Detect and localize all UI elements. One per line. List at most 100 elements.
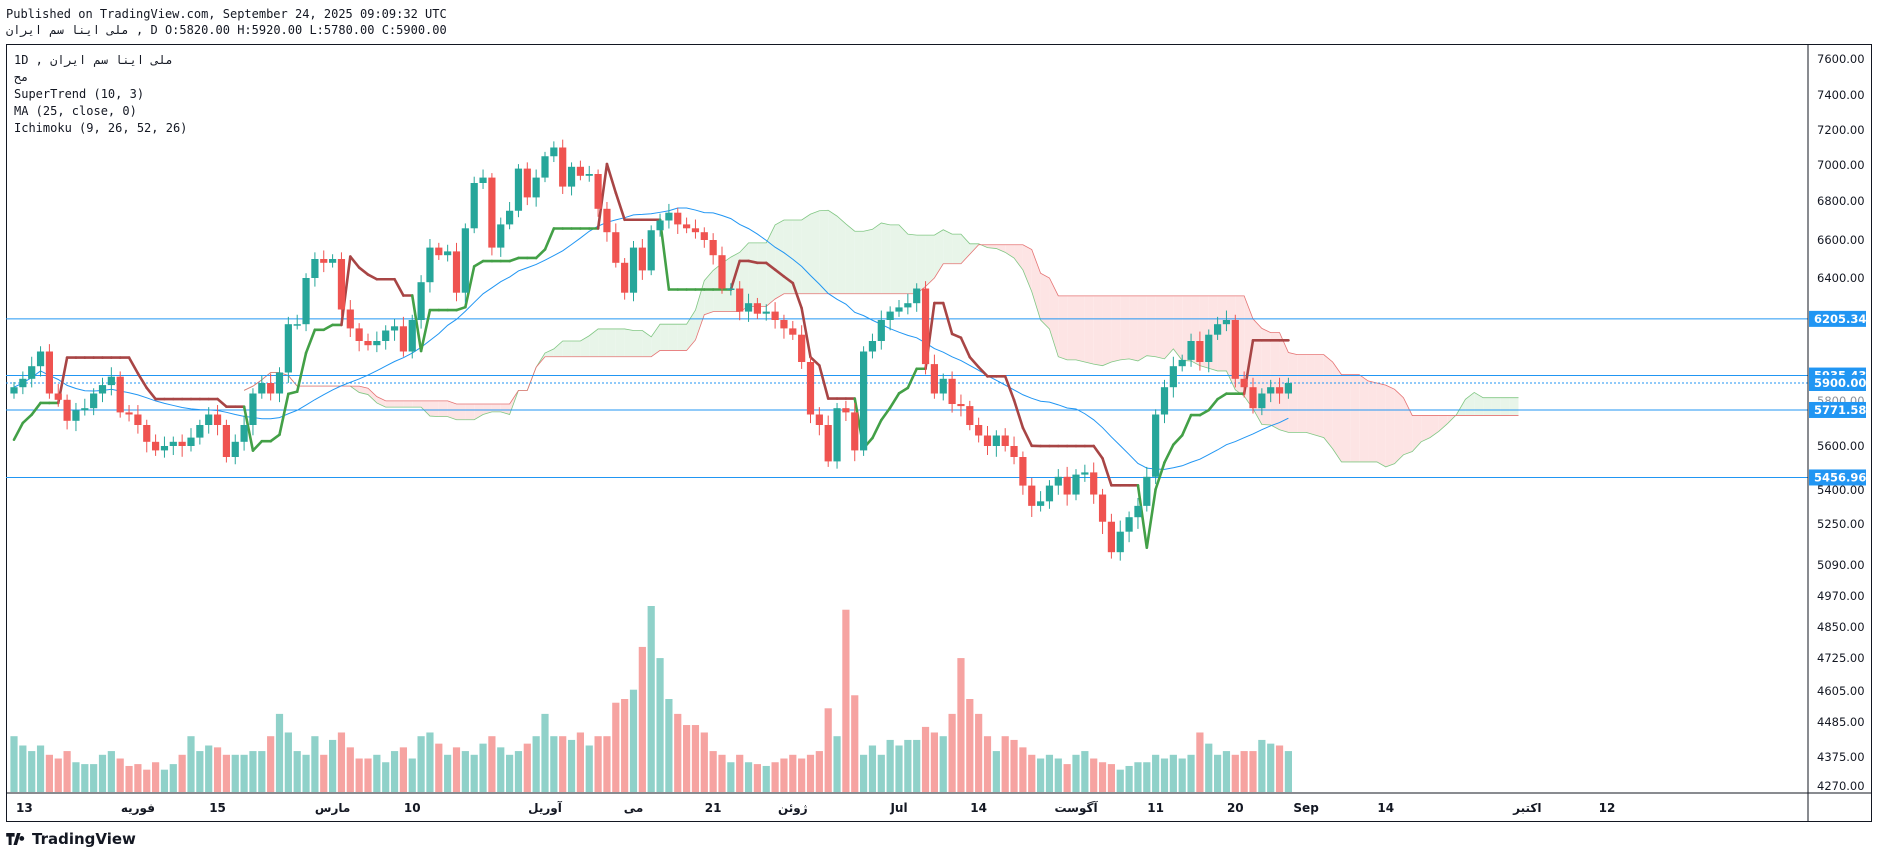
candle bbox=[1231, 314, 1239, 388]
volume-bar bbox=[904, 739, 912, 792]
cloud-segment bbox=[1049, 278, 1059, 357]
cloud-segment bbox=[412, 400, 422, 408]
candle bbox=[1063, 466, 1071, 506]
candle bbox=[54, 384, 62, 407]
volume-bar bbox=[355, 758, 363, 792]
candle bbox=[488, 173, 496, 256]
candle bbox=[1258, 388, 1266, 416]
volume-bar bbox=[576, 732, 584, 792]
cloud-segment bbox=[1155, 295, 1165, 359]
volume-bar bbox=[860, 754, 868, 792]
supertrend-segment bbox=[393, 277, 405, 297]
volume-bar bbox=[1214, 754, 1222, 792]
candle bbox=[143, 419, 151, 453]
volume-bar bbox=[205, 745, 213, 792]
y-tick-label: 5090.00 bbox=[1817, 558, 1865, 572]
candle bbox=[169, 436, 177, 456]
supertrend-segment bbox=[472, 259, 485, 268]
volume-bar bbox=[81, 764, 89, 792]
supertrend-segment bbox=[30, 401, 42, 417]
volume-bar bbox=[373, 754, 381, 792]
legend-ichimoku[interactable]: Ichimoku (9, 26, 52, 26) bbox=[14, 121, 188, 135]
supertrend-segment bbox=[605, 162, 618, 195]
candle bbox=[293, 314, 301, 330]
cloud-segment bbox=[1102, 295, 1112, 366]
cloud-segment bbox=[872, 222, 882, 294]
volume-bar bbox=[240, 754, 248, 792]
volume-bar bbox=[426, 732, 434, 792]
x-tick-label: فوریه bbox=[121, 801, 155, 816]
ma-line bbox=[13, 207, 1289, 470]
volume-bar bbox=[709, 751, 717, 792]
cloud-segment bbox=[368, 388, 377, 403]
cloud-segment bbox=[1067, 295, 1076, 360]
supertrend-segment bbox=[251, 439, 264, 452]
volume-bar bbox=[948, 713, 956, 792]
supertrend-segment bbox=[464, 265, 476, 309]
volume-bar bbox=[497, 747, 505, 792]
candle bbox=[1125, 511, 1133, 543]
candle bbox=[806, 356, 815, 424]
supertrend-segment bbox=[764, 261, 777, 272]
candle bbox=[1249, 377, 1257, 414]
candle bbox=[736, 281, 744, 321]
x-tick-label: 14 bbox=[1377, 801, 1394, 815]
tradingview-logo-icon bbox=[6, 833, 25, 845]
cloud-segment bbox=[1217, 295, 1227, 371]
supertrend-segment bbox=[1216, 392, 1228, 401]
candle bbox=[576, 160, 584, 181]
candle bbox=[1284, 377, 1292, 399]
y-tick-label: 7000.00 bbox=[1817, 158, 1865, 172]
volume-bar bbox=[771, 762, 779, 792]
volume-bar bbox=[727, 762, 735, 792]
cloud-segment bbox=[1385, 385, 1395, 467]
x-tick-label: 12 bbox=[1599, 801, 1616, 815]
x-tick-label: 13 bbox=[16, 801, 33, 815]
candle bbox=[541, 151, 549, 183]
cloud-segment bbox=[757, 242, 767, 307]
supertrend-segment bbox=[809, 355, 821, 367]
volume-bar bbox=[10, 736, 18, 792]
volume-bar bbox=[975, 713, 983, 792]
candle bbox=[382, 325, 390, 350]
candle bbox=[72, 402, 80, 432]
volume-bar bbox=[895, 745, 903, 792]
cloud-segment bbox=[748, 242, 758, 307]
ichimoku-span-b bbox=[243, 244, 1519, 416]
candle bbox=[222, 419, 230, 463]
supertrend-segment bbox=[127, 356, 140, 375]
legend-supertrend[interactable]: SuperTrend (10, 3) bbox=[14, 87, 145, 101]
supertrend-segment bbox=[1136, 483, 1149, 549]
candle bbox=[532, 169, 540, 207]
volume-bar bbox=[1196, 732, 1204, 792]
cloud-segment bbox=[1412, 415, 1422, 452]
cloud-segment bbox=[1093, 295, 1103, 366]
candle bbox=[1019, 451, 1027, 495]
candle bbox=[196, 419, 204, 445]
volume-bar bbox=[258, 751, 266, 792]
supertrend-segment bbox=[1003, 375, 1016, 402]
supertrend-segment bbox=[348, 255, 361, 269]
candle bbox=[98, 377, 107, 403]
volume-bar bbox=[718, 754, 726, 792]
supertrend-segment bbox=[278, 392, 290, 436]
volume-bar bbox=[364, 758, 372, 792]
volume-bar bbox=[213, 747, 222, 792]
candle bbox=[346, 300, 354, 338]
candle bbox=[833, 402, 841, 469]
cloud-segment bbox=[1058, 295, 1068, 360]
volume-bar bbox=[36, 745, 45, 792]
legend-ma[interactable]: MA (25, close, 0) bbox=[14, 104, 137, 118]
cloud-segment bbox=[854, 231, 864, 294]
chart-frame[interactable] bbox=[6, 44, 1872, 822]
cloud-segment bbox=[1368, 380, 1377, 462]
ichimoku-cloud bbox=[243, 209, 1519, 468]
candle bbox=[435, 242, 443, 260]
candle bbox=[19, 371, 27, 395]
cloud-segment bbox=[890, 224, 899, 294]
volume-bar bbox=[45, 754, 53, 792]
cloud-segment bbox=[783, 220, 793, 294]
volume-bar bbox=[390, 751, 399, 792]
cloud-segment bbox=[1084, 295, 1094, 365]
